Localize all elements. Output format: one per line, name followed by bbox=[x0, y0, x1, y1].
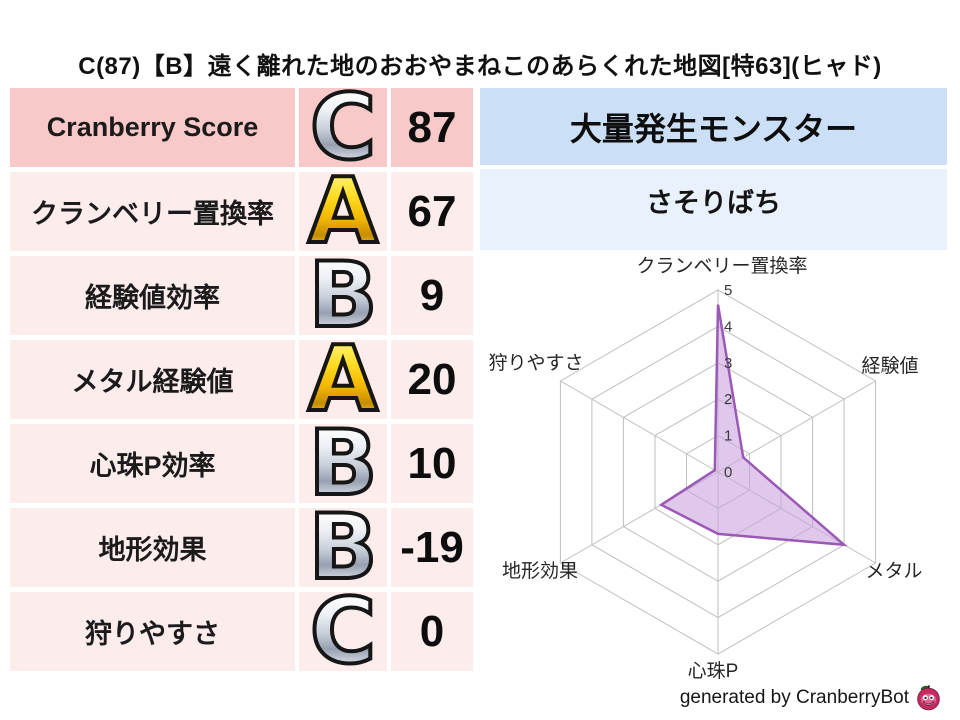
stat-row: 経験値効率 B 9 bbox=[10, 243, 473, 348]
grade-badge: A bbox=[299, 327, 387, 432]
stat-value: 67 bbox=[391, 172, 473, 251]
radar-tick-label: 5 bbox=[724, 282, 732, 299]
stat-row: 地形効果 B -19 bbox=[10, 495, 473, 600]
grade-letter: C bbox=[308, 75, 378, 180]
stat-row: Cranberry Score C 87 bbox=[10, 75, 473, 180]
stat-label: Cranberry Score bbox=[10, 88, 295, 167]
radar-axis-label: 地形効果 bbox=[502, 560, 578, 582]
grade-badge: C bbox=[299, 579, 387, 684]
page-title: C(87)【B】遠く離れた地のおおやまねこのあらくれた地図[特63](ヒャド) bbox=[78, 53, 882, 80]
radar-grid-spoke bbox=[560, 380, 719, 473]
grade-badge: A bbox=[299, 159, 387, 264]
radar-data-polygon bbox=[658, 304, 848, 547]
stat-label: クランベリー置換率 bbox=[10, 172, 295, 251]
grade-letter: C bbox=[308, 579, 378, 684]
radar-tick-label: 2 bbox=[724, 391, 732, 408]
stats-table: Cranberry Score C 87 クランベリー置換率 A 67 経験値効… bbox=[10, 75, 473, 684]
stat-label: 地形効果 bbox=[10, 508, 295, 587]
radar-tick-label: 3 bbox=[724, 355, 732, 372]
radar-tick-label: 1 bbox=[724, 428, 732, 445]
grade-letter: B bbox=[307, 411, 380, 516]
stat-row: メタル経験値 A 20 bbox=[10, 327, 473, 432]
credit-text: generated by CranberryBot bbox=[679, 686, 909, 708]
grade-letter: B bbox=[307, 243, 380, 348]
cranberry-icon bbox=[917, 685, 940, 711]
stat-value: -19 bbox=[391, 508, 473, 587]
grade-badge: B bbox=[299, 243, 387, 348]
stat-row: 心珠P効率 B 10 bbox=[10, 411, 473, 516]
monster-panel-header: 大量発生モンスター bbox=[480, 88, 947, 165]
grade-letter: A bbox=[306, 327, 380, 432]
radar-axis-label: 経験値 bbox=[861, 355, 918, 377]
stat-row: クランベリー置換率 A 67 bbox=[10, 159, 473, 264]
stat-label: 経験値効率 bbox=[10, 256, 295, 335]
stat-value: 87 bbox=[391, 88, 473, 167]
radar-axis-label: 狩りやすさ bbox=[488, 352, 583, 374]
stat-value: 9 bbox=[391, 256, 473, 335]
stat-row: 狩りやすさ C 0 bbox=[10, 579, 473, 684]
monster-name: さそりばち bbox=[480, 169, 947, 250]
stat-value: 10 bbox=[391, 424, 473, 503]
grade-letter: A bbox=[306, 159, 380, 264]
stat-value: 0 bbox=[391, 592, 473, 671]
grade-badge: B bbox=[299, 495, 387, 600]
grade-badge: C bbox=[299, 75, 387, 180]
stat-value: 20 bbox=[391, 340, 473, 419]
grade-badge: B bbox=[299, 411, 387, 516]
credit-line: generated by CranberryBot bbox=[480, 684, 942, 711]
stat-label: 狩りやすさ bbox=[10, 592, 295, 671]
radar-axis-label: メタル bbox=[865, 560, 922, 582]
radar-axis-label: クランベリー置換率 bbox=[636, 255, 807, 277]
radar-axis-label: 心珠P bbox=[688, 660, 739, 682]
radar-tick-label: 4 bbox=[724, 318, 732, 335]
radar-tick-label: 0 bbox=[724, 464, 732, 481]
grade-letter: B bbox=[307, 495, 380, 600]
stat-label: メタル経験値 bbox=[10, 340, 295, 419]
stat-label: 心珠P効率 bbox=[10, 424, 295, 503]
